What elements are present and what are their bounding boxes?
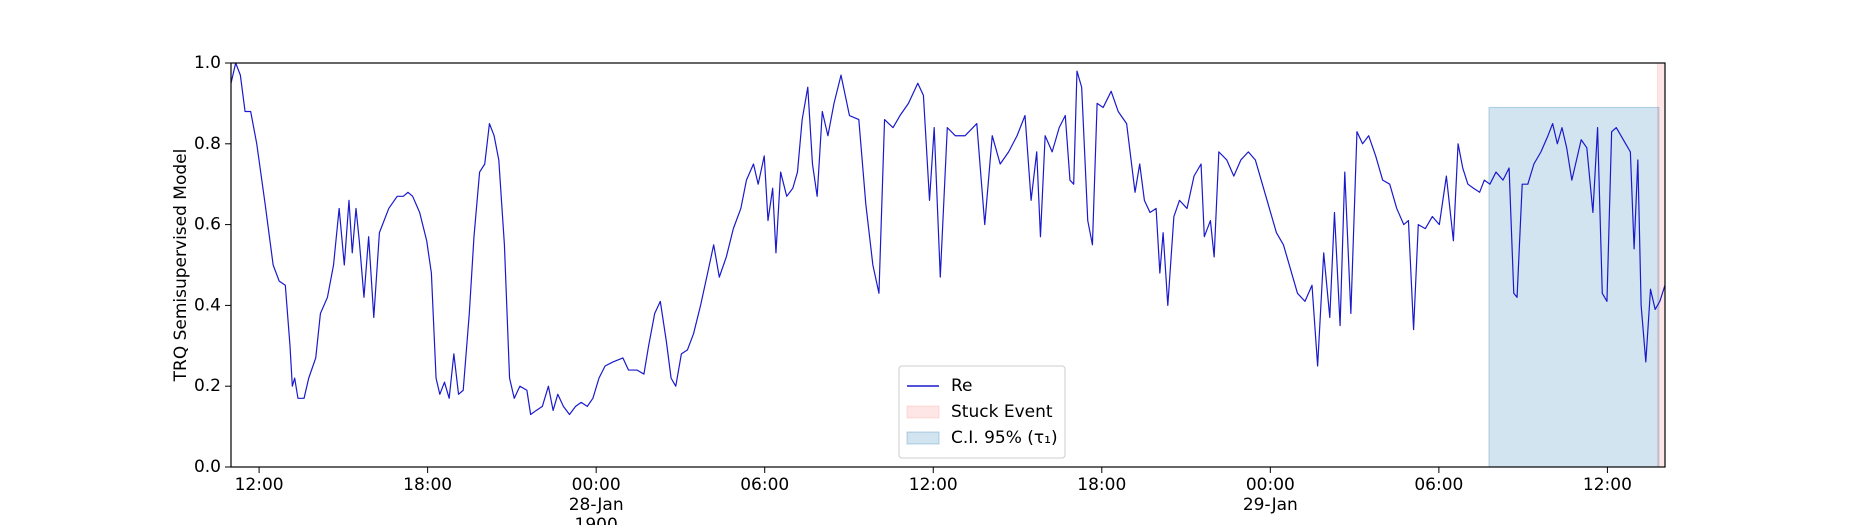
y-axis-label: TRQ Semisupervised Model: [171, 149, 191, 383]
data-line: [230, 62, 1666, 416]
x-tick-label: 06:00: [1414, 475, 1463, 495]
legend-label: Stuck Event: [951, 402, 1053, 422]
legend-label: Re: [951, 376, 973, 396]
x-tick-label: 00:00: [1246, 475, 1295, 495]
x-tick-label: 1900: [575, 515, 618, 525]
legend-patch: [906, 431, 940, 445]
x-tick-label: 00:00: [572, 475, 621, 495]
legend-box: [898, 365, 1066, 459]
y-tick-label: 0.6: [194, 215, 221, 235]
x-tick-label: 12:00: [1583, 475, 1632, 495]
x-tick-label: 18:00: [1077, 475, 1126, 495]
y-tick-label: 0.8: [194, 134, 221, 154]
x-tick-label: 06:00: [740, 475, 789, 495]
y-tick-label: 0.0: [194, 457, 221, 477]
x-tick-label: 12:00: [235, 475, 284, 495]
y-tick-label: 1.0: [194, 53, 221, 73]
x-tick-label: 29-Jan: [1243, 495, 1298, 515]
legend-label: C.I. 95% (τ₁): [951, 428, 1058, 448]
y-tick-label: 0.2: [194, 376, 221, 396]
x-tick-label: 28-Jan: [569, 495, 624, 515]
legend-patch: [906, 405, 940, 419]
shaded-span: [1488, 106, 1660, 468]
y-tick-label: 0.4: [194, 295, 221, 315]
plot-frame: [230, 62, 1666, 468]
x-tick-label: 12:00: [909, 475, 958, 495]
x-tick-label: 18:00: [403, 475, 452, 495]
legend: Re Stuck Event C.I. 95% (τ₁): [898, 365, 1066, 459]
